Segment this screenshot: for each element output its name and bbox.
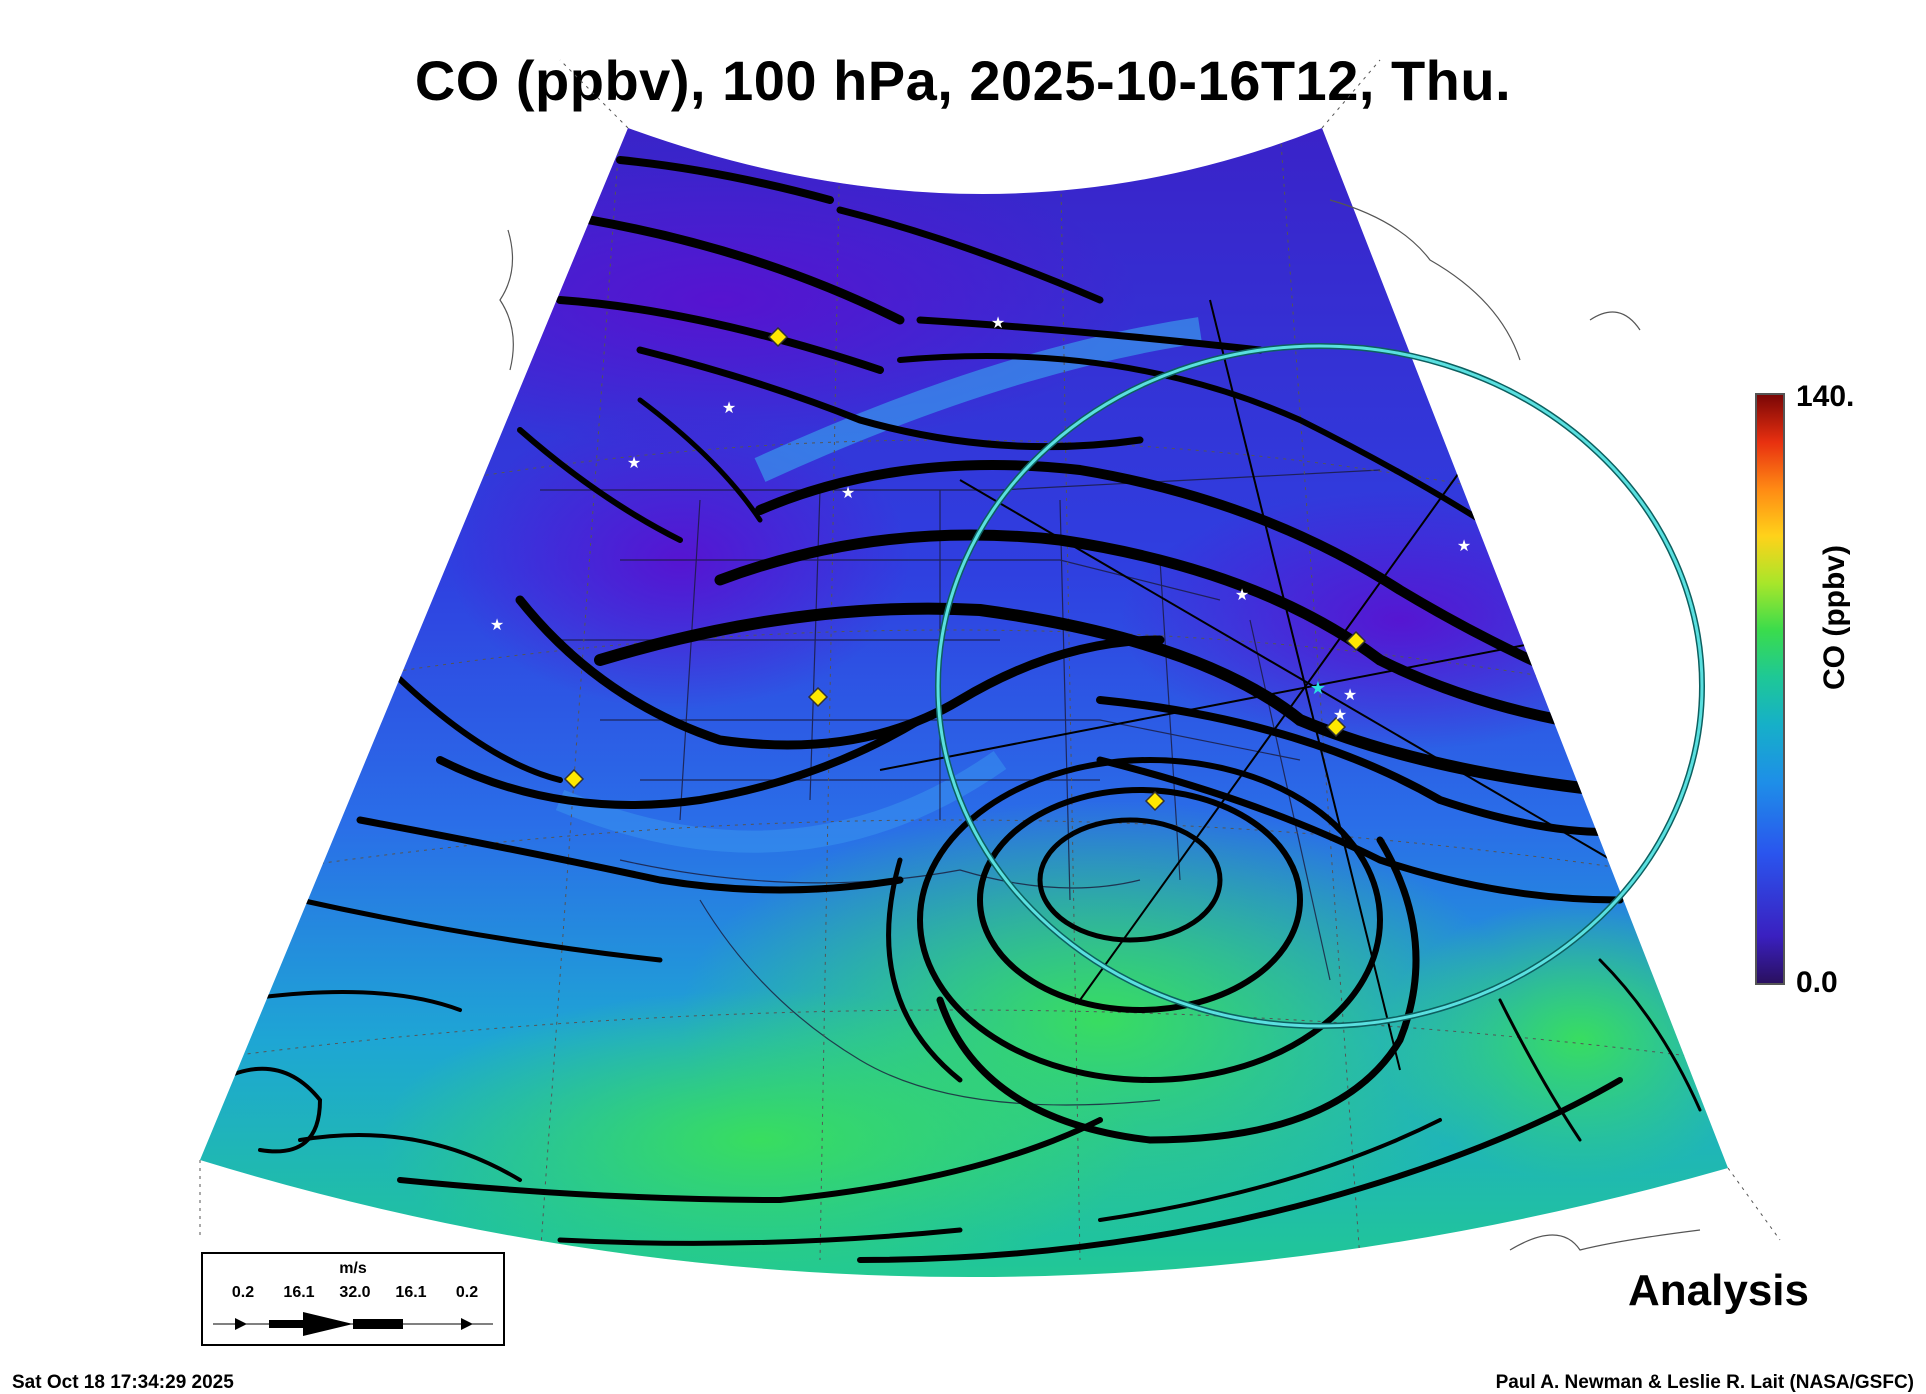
yellow-diamond-icons xyxy=(563,326,1367,812)
analysis-label: Analysis xyxy=(1628,1266,1809,1315)
colorbar-max-label: 140. xyxy=(1796,380,1855,413)
diamond-icon xyxy=(1345,630,1367,652)
star-icon: ★ xyxy=(991,313,1005,332)
diamond-icon xyxy=(1325,716,1347,738)
colorbar xyxy=(1755,393,1785,985)
wind-key-label: 0.2 xyxy=(455,1284,479,1301)
wind-key-label: 16.1 xyxy=(395,1284,427,1301)
wind-key-arrows xyxy=(213,1312,493,1336)
co-field xyxy=(200,128,1728,1278)
white-star-icons: ★ ★ ★ ★ ★ ★ ★ ★ ★ xyxy=(490,313,1471,724)
star-icon: ★ xyxy=(490,615,504,634)
colorbar-min-label: 0.0 xyxy=(1796,966,1838,999)
wind-key-label: 16.1 xyxy=(283,1284,315,1301)
wind-streamlines xyxy=(218,156,1702,1263)
outline-coasts xyxy=(499,199,1701,1251)
generation-timestamp: Sat Oct 18 17:34:29 2025 xyxy=(12,1372,234,1393)
wind-key-label: 32.0 xyxy=(339,1284,371,1301)
graticule xyxy=(200,128,1721,1261)
star-icon: ★ xyxy=(1343,685,1357,704)
wind-key-label: 0.2 xyxy=(231,1284,255,1301)
diamond-icon xyxy=(767,326,789,348)
colorbar-title: CO (ppbv) xyxy=(1818,545,1851,690)
star-icon: ★ xyxy=(841,483,855,502)
star-icon: ★ xyxy=(1457,536,1471,555)
center-star-icon: ★ xyxy=(1310,678,1326,699)
map-title: CO (ppbv), 100 hPa, 2025-10-16T12, Thu. xyxy=(414,49,1512,112)
star-icon: ★ xyxy=(1235,585,1249,604)
star-icon: ★ xyxy=(722,398,736,417)
diamond-icon xyxy=(1144,790,1166,812)
credit-text: Paul A. Newman & Leslie R. Lait (NASA/GS… xyxy=(1495,1372,1914,1393)
wind-speed-key: m/s 0.2 16.1 32.0 16.1 0.2 xyxy=(201,1252,505,1346)
wind-key-unit: m/s xyxy=(339,1260,367,1277)
star-icon: ★ xyxy=(1333,705,1347,724)
diamond-icon xyxy=(807,686,829,708)
star-icon: ★ xyxy=(627,453,641,472)
diamond-icon xyxy=(563,768,585,790)
